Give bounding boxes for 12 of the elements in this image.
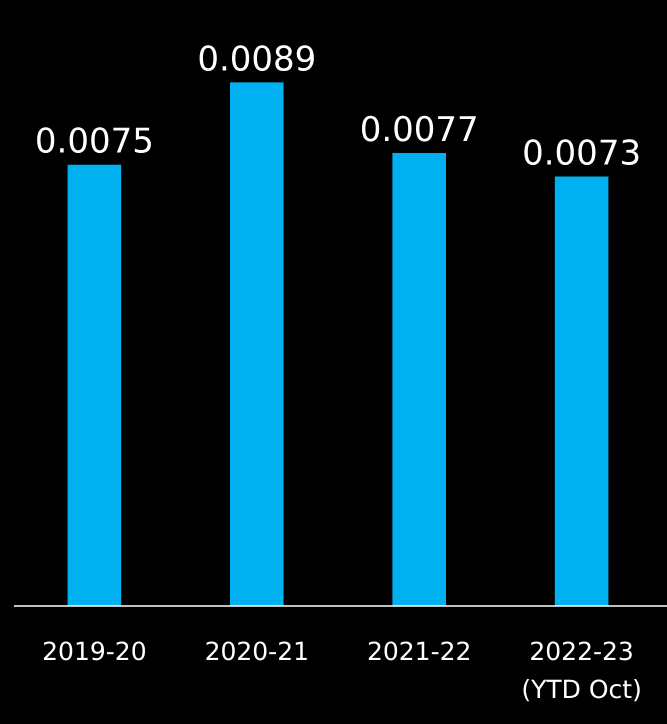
bar: [68, 164, 122, 606]
data-label: 0.0077: [360, 110, 479, 150]
data-label: 0.0075: [34, 122, 154, 162]
data-label: 0.0089: [197, 39, 316, 80]
x-tick-label: 2020-21: [204, 637, 310, 666]
x-tick-label: 2019-20: [42, 637, 147, 666]
bar: [392, 152, 446, 606]
data-label: 0.0073: [522, 134, 642, 174]
x-tick-label: 2022-23 (YTD Oct): [521, 637, 642, 704]
bar: [554, 176, 608, 606]
x-tick-label: 2021-22: [366, 637, 472, 666]
bar: [230, 82, 284, 606]
